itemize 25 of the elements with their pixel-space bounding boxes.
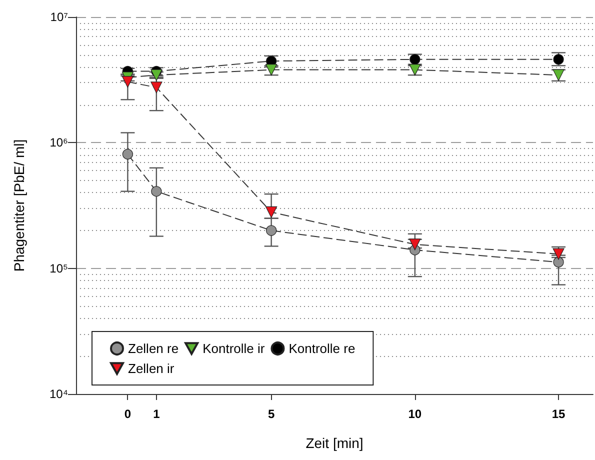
x-tick-label: 15 [552,407,566,421]
y-tick-label: 10⁵ [50,261,68,276]
legend-label: Kontrolle re [288,341,356,356]
point [122,76,134,88]
point [266,206,278,218]
x-tick-label: 0 [124,407,132,421]
point [553,256,564,268]
y-tick-label: 10⁷ [50,10,68,24]
point [409,238,421,250]
point [553,54,564,65]
legend-label: Zellen re [128,341,179,356]
y-tick-label: 10⁴ [49,387,68,401]
point [122,148,133,160]
y-axis-title: Phagentiter [PbE/ ml] [11,139,27,272]
x-tick-label: 10 [408,407,422,421]
y-tick-label: 10⁶ [50,136,68,150]
legend-label: Kontrolle ir [202,341,266,356]
legend-label: Zellen ir [128,361,175,376]
x-axis-title: Zeit [min] [306,435,364,451]
x-tick-label: 5 [268,407,275,421]
point [410,54,420,65]
x-tick-label: 1 [153,407,160,421]
point [151,186,162,197]
point [266,225,277,236]
point [150,82,162,94]
